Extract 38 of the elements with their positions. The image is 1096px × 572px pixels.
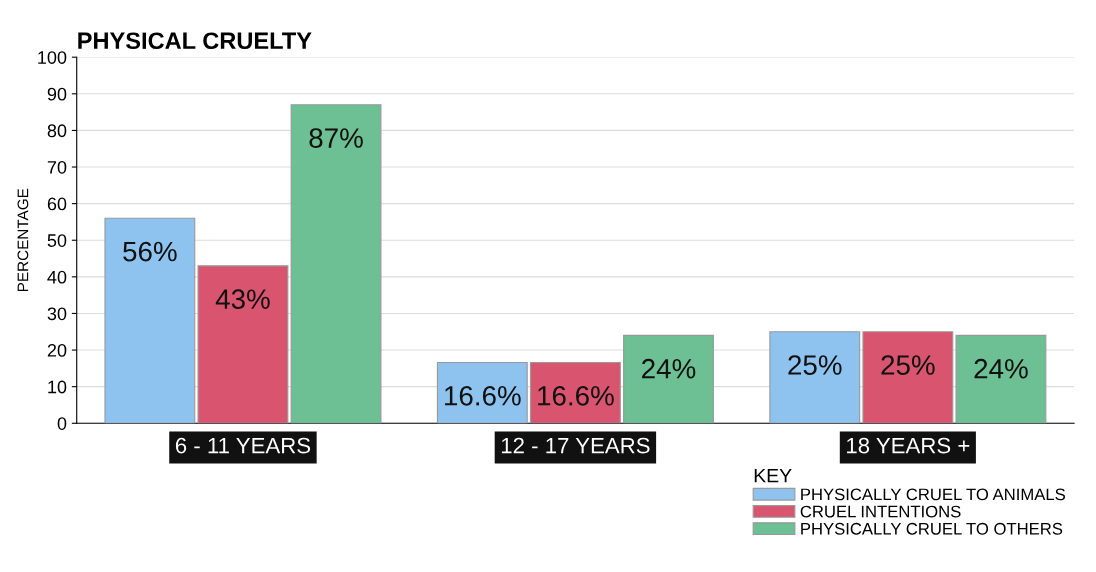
chart-title: PHYSICAL CRUELTY [78, 32, 312, 50]
data-label: 16.6% [538, 385, 614, 406]
y-tick-label: 90 [47, 87, 67, 101]
data-label: 25% [788, 355, 842, 375]
y-tick-label: 10 [48, 380, 67, 394]
y-axis-title: PERCENTAGE [17, 188, 29, 292]
legend-label: PHYSICALLY CRUEL TO ANIMALS [801, 488, 1065, 501]
y-tick-label: 70 [47, 160, 67, 174]
y-tick-label: 80 [47, 124, 67, 138]
y-tick-label: 50 [47, 234, 67, 247]
data-label: 43% [215, 289, 270, 309]
bar [769, 331, 861, 424]
data-label: 24% [642, 358, 696, 379]
bar [197, 265, 289, 424]
x-tick-label: 6 - 11 YEARS [175, 437, 311, 454]
bar [955, 334, 1047, 424]
y-tick-label: 40 [47, 270, 67, 284]
bar [290, 104, 382, 424]
bar [436, 361, 528, 424]
y-tick-label: 0 [57, 417, 67, 430]
y-tick-label: 20 [47, 344, 67, 357]
data-label: 24% [974, 358, 1028, 379]
bar [623, 334, 714, 424]
legend-label: CRUEL INTENTIONS [800, 505, 961, 518]
x-tick-label: 18 YEARS + [847, 437, 970, 454]
y-tick-label: 30 [47, 307, 67, 321]
data-label: 25% [881, 355, 935, 375]
bar [862, 331, 954, 424]
legend-title: KEY [754, 468, 792, 483]
bar [529, 361, 621, 424]
data-label: 16.6% [445, 385, 521, 406]
y-tick-label: 60 [47, 197, 67, 211]
data-label: 56% [123, 241, 177, 262]
x-tick-label: 12 - 17 YEARS [501, 437, 650, 454]
bar [104, 217, 196, 424]
data-label: 87% [309, 128, 363, 148]
y-tick-label: 100 [38, 51, 67, 64]
legend-label: PHYSICALLY CRUEL TO OTHERS [801, 522, 1063, 535]
